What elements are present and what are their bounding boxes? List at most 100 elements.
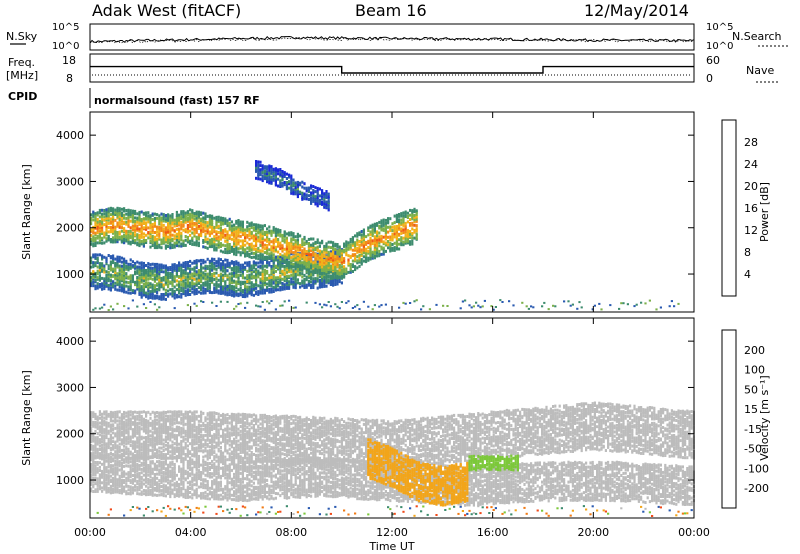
data-cell [178, 421, 181, 425]
data-cell [362, 247, 365, 251]
data-cell [204, 225, 207, 229]
data-cell [127, 440, 130, 444]
data-cell [292, 263, 295, 266]
data-cell [173, 296, 176, 300]
data-cell [156, 240, 159, 243]
data-cell [114, 419, 117, 423]
data-cell [171, 213, 174, 216]
data-cell [92, 452, 95, 455]
data-cell [125, 290, 128, 294]
data-cell [411, 221, 414, 225]
data-cell [321, 256, 324, 260]
data-cell [94, 417, 97, 420]
data-cell [189, 422, 192, 426]
data-cell [362, 248, 365, 252]
data-cell [294, 256, 297, 260]
data-cell [321, 189, 324, 193]
data-cell [274, 173, 277, 177]
data-cell [120, 421, 123, 425]
data-cell [197, 438, 200, 442]
data-cell [173, 279, 176, 283]
data-cell [248, 291, 251, 295]
data-cell [202, 229, 205, 232]
data-cell [160, 223, 163, 227]
data-cell [129, 265, 132, 269]
data-cell [409, 223, 412, 227]
data-cell [332, 279, 335, 282]
data-cell [151, 444, 154, 448]
data-cell [151, 427, 154, 431]
data-cell [382, 250, 385, 254]
data-cell [301, 185, 304, 189]
data-cell [323, 275, 326, 278]
data-cell [206, 421, 209, 425]
data-cell [345, 240, 348, 244]
data-cell [131, 236, 134, 240]
data-cell [140, 417, 143, 420]
data-cell [290, 282, 293, 286]
data-cell [125, 423, 128, 427]
data-cell [329, 265, 332, 269]
data-cell [151, 288, 154, 292]
data-cell [94, 217, 97, 220]
data-cell [136, 228, 139, 232]
data-cell [281, 246, 284, 250]
data-cell [217, 433, 220, 437]
data-cell [103, 443, 106, 447]
data-cell [235, 253, 238, 257]
data-cell [241, 276, 244, 280]
data-cell [222, 415, 225, 418]
data-cell [92, 242, 95, 246]
data-cell [318, 265, 321, 269]
data-cell [98, 268, 101, 272]
data-cell [398, 306, 401, 309]
data-cell [184, 235, 187, 238]
data-cell [281, 287, 284, 291]
data-cell [156, 270, 159, 274]
data-cell [369, 242, 372, 246]
data-cell [189, 270, 192, 274]
data-cell [336, 278, 339, 282]
data-cell [175, 240, 178, 244]
data-cell [305, 250, 308, 253]
data-cell [169, 216, 172, 220]
data-cell [263, 173, 266, 177]
data-cell [334, 260, 337, 264]
data-cell [266, 178, 269, 182]
data-cell [323, 257, 326, 261]
data-cell [321, 197, 324, 201]
data-cell [323, 282, 326, 286]
data-cell [274, 236, 277, 240]
data-cell [153, 446, 156, 450]
data-cell [184, 429, 187, 433]
data-cell [120, 283, 123, 287]
data-cell [314, 248, 317, 252]
data-cell [277, 172, 280, 176]
data-cell [211, 266, 214, 270]
data-cell [178, 286, 181, 290]
data-cell [255, 292, 258, 296]
data-cell [213, 411, 216, 415]
data-cell [103, 277, 106, 281]
data-cell [398, 247, 401, 251]
data-cell [211, 434, 214, 438]
data-cell [94, 412, 97, 416]
data-cell [156, 267, 159, 271]
data-cell [153, 275, 156, 279]
data-cell [189, 225, 192, 229]
data-cell [226, 269, 229, 273]
data-cell [202, 449, 205, 453]
data-cell [268, 282, 271, 286]
data-cell [299, 183, 302, 187]
data-cell [202, 411, 205, 415]
data-cell [252, 234, 255, 238]
data-cell [94, 215, 97, 218]
data-cell [134, 425, 137, 429]
data-cell [123, 227, 126, 231]
freq-tick-top: 18 [62, 54, 76, 67]
data-cell [145, 215, 148, 219]
data-cell [164, 297, 167, 301]
data-cell [193, 274, 196, 278]
data-cell [345, 249, 348, 252]
data-cell [413, 220, 416, 224]
